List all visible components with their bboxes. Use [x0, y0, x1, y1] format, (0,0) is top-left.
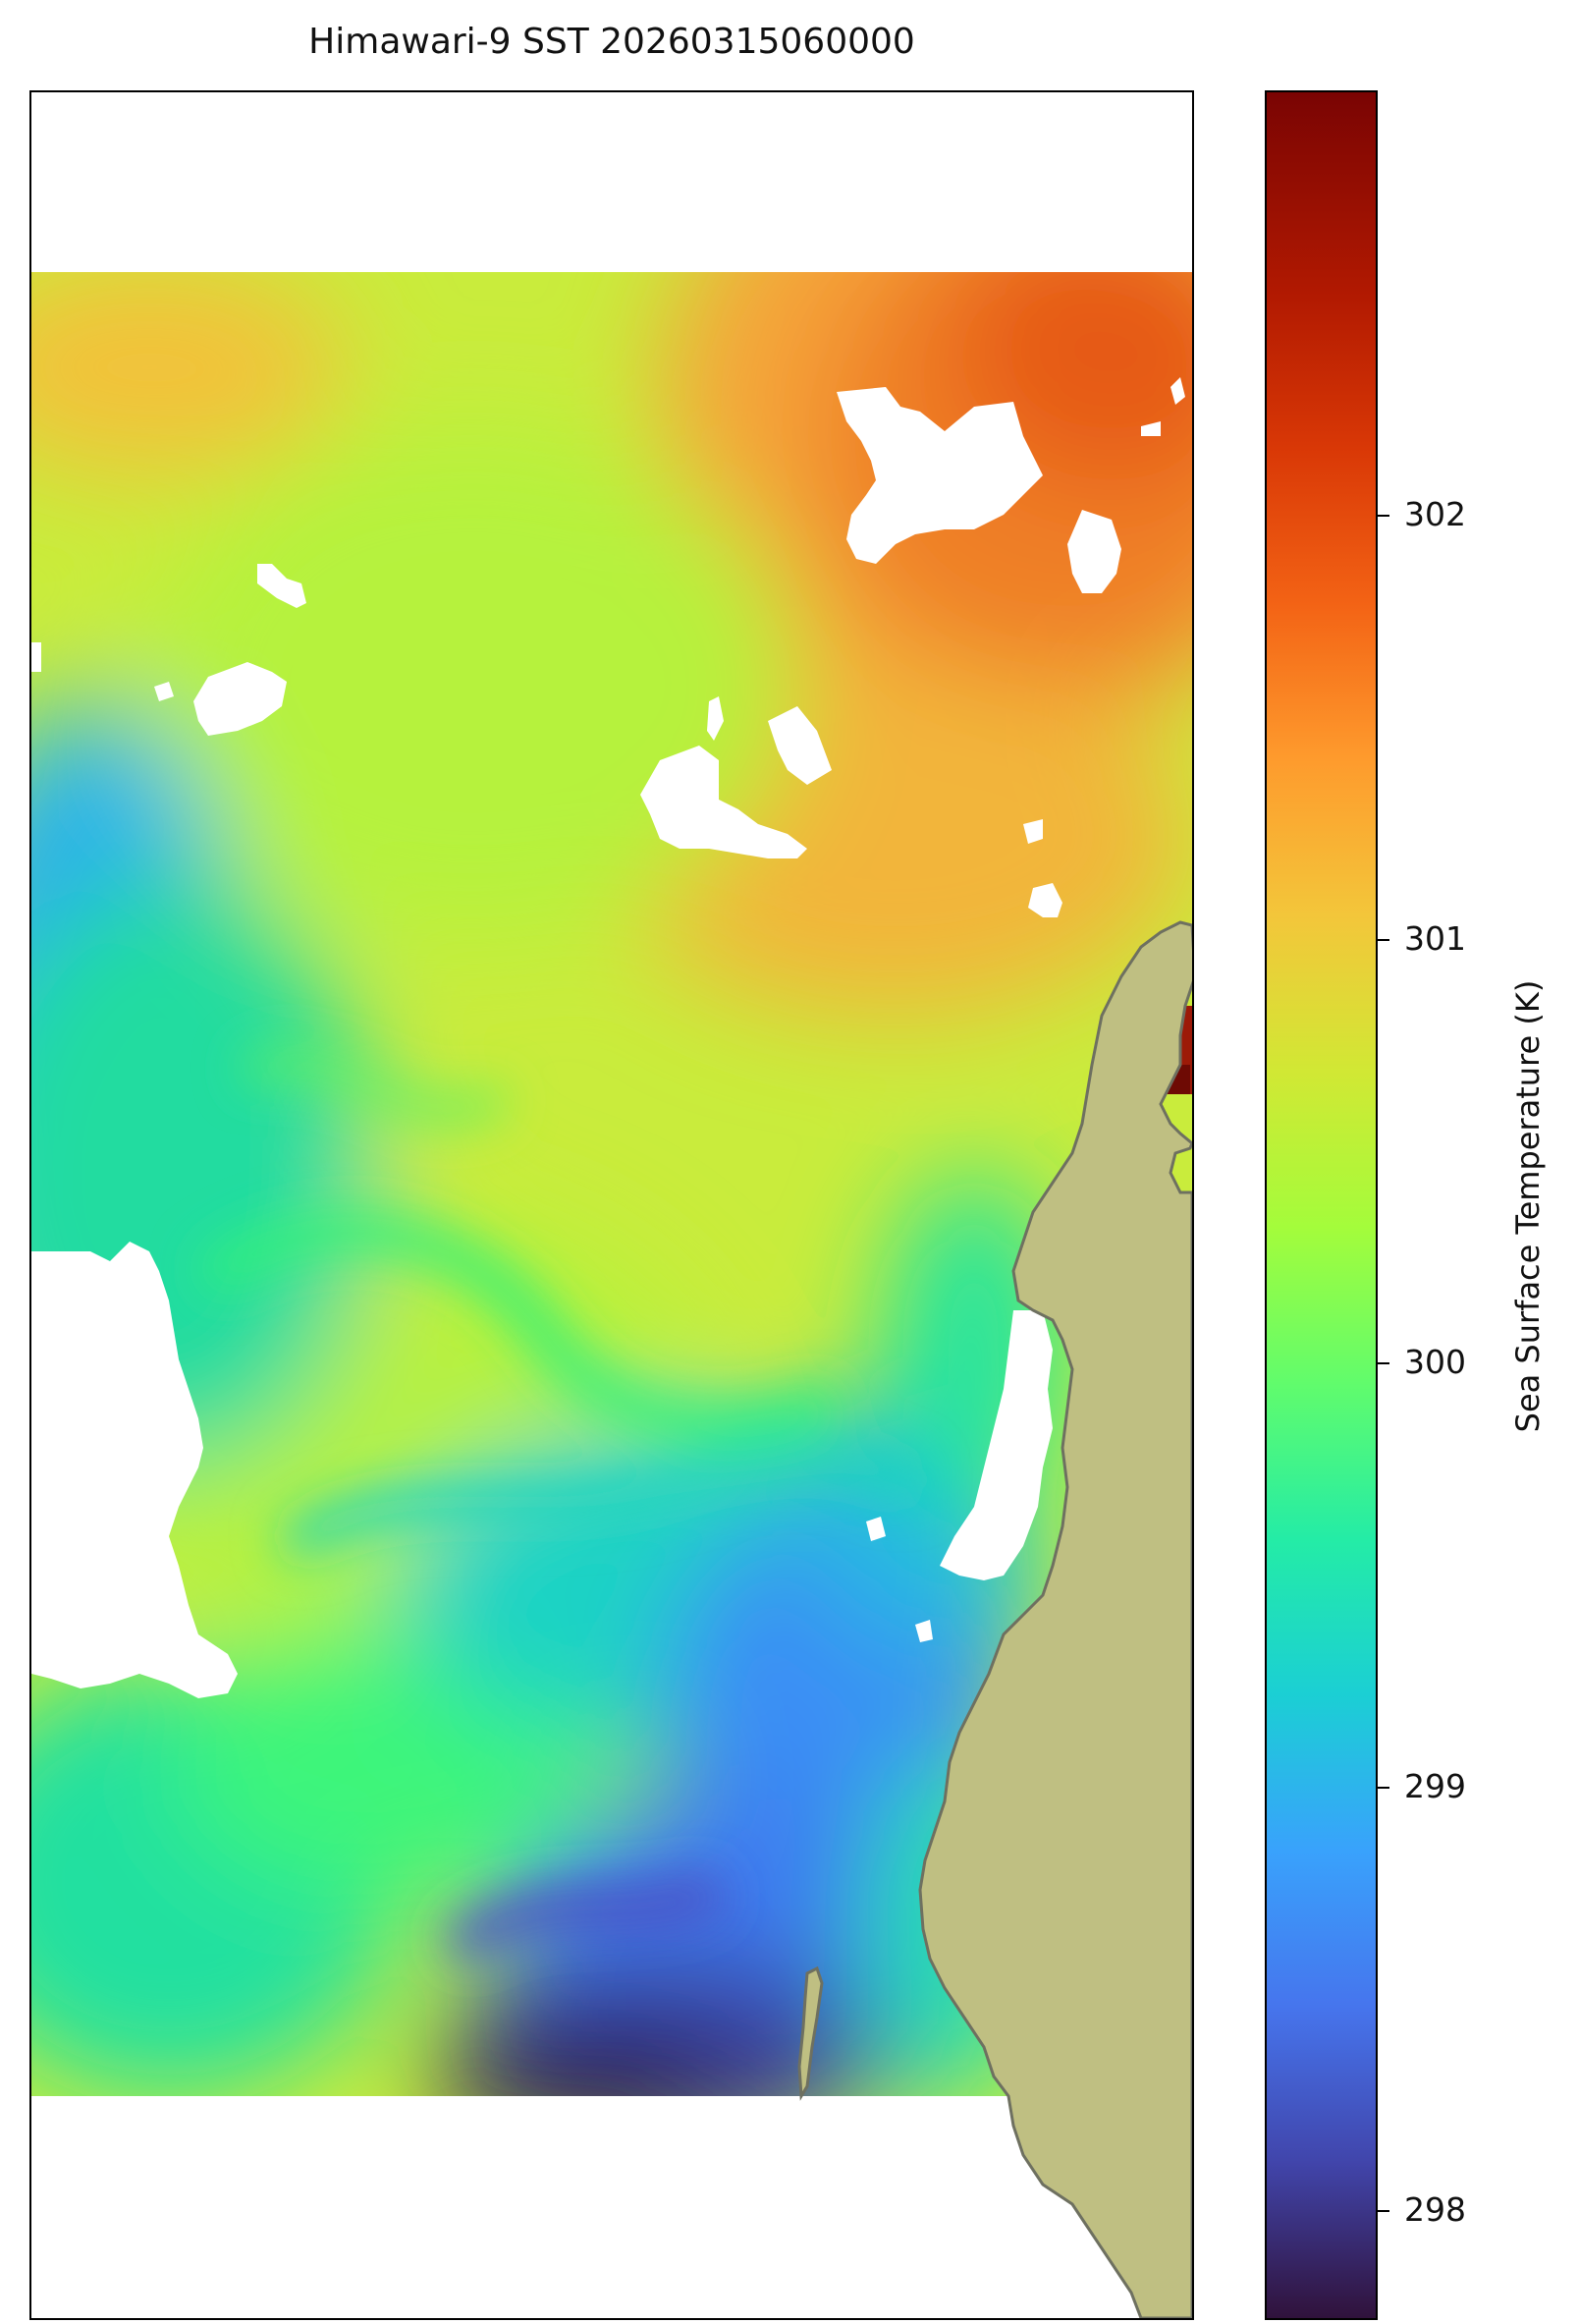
colorbar: [1265, 90, 1378, 2320]
colorbar-tick-label: 298: [1404, 2190, 1466, 2229]
coastline-land: [918, 920, 1192, 2318]
colorbar-tick: [1378, 2210, 1389, 2212]
colorbar-tick: [1378, 515, 1389, 517]
colorbar-tick-label: 301: [1404, 919, 1466, 958]
map-title: Himawari-9 SST 20260315060000: [308, 22, 915, 62]
colorbar-tick: [1378, 1362, 1389, 1364]
cloud-mask: [31, 377, 1185, 1698]
colorbar-tick-label: 300: [1404, 1343, 1466, 1381]
colorbar-tick-label: 299: [1404, 1767, 1466, 1805]
colorbar-label: Sea Surface Temperature (K): [1509, 979, 1547, 1433]
colorbar-tick: [1378, 939, 1389, 941]
colorbar-tick-label: 302: [1404, 495, 1466, 533]
colorbar-tick: [1378, 1787, 1389, 1789]
island: [797, 1965, 824, 2101]
sst-map[interactable]: [29, 90, 1194, 2320]
